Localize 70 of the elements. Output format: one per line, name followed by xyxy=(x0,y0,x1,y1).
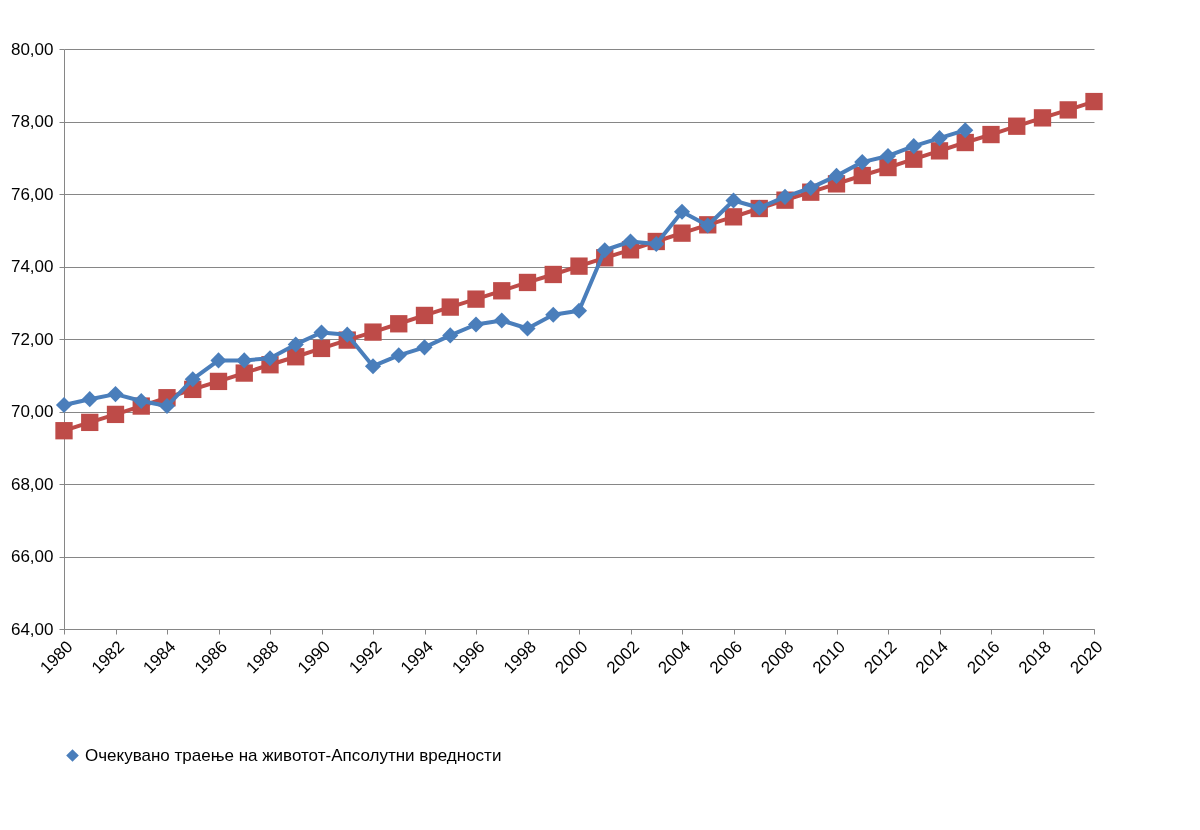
point xyxy=(879,147,897,164)
point xyxy=(287,336,304,353)
point xyxy=(107,386,124,403)
point xyxy=(622,233,639,250)
point xyxy=(467,290,485,308)
point xyxy=(416,339,433,356)
y-tick-label: 70,00 xyxy=(10,402,54,421)
point xyxy=(879,158,897,177)
point xyxy=(209,372,228,391)
point xyxy=(81,413,99,432)
point xyxy=(956,133,974,152)
point xyxy=(390,315,408,333)
y-tick-label: 80,00 xyxy=(10,39,54,59)
point xyxy=(519,320,536,337)
point xyxy=(725,192,742,209)
point xyxy=(133,392,150,410)
point xyxy=(313,324,330,341)
point xyxy=(364,323,382,341)
y-tick-label: 74,00 xyxy=(10,257,54,276)
y-tick-label: 72,00 xyxy=(10,329,54,349)
point xyxy=(184,371,201,388)
y-tick-label: 68,00 xyxy=(10,474,54,494)
point xyxy=(982,125,1000,144)
point xyxy=(55,396,73,414)
point xyxy=(802,179,819,196)
point xyxy=(261,350,279,367)
point xyxy=(854,154,871,171)
point xyxy=(931,130,948,147)
point xyxy=(1085,92,1103,111)
point xyxy=(210,352,227,369)
y-tick-label: 78,00 xyxy=(10,112,54,131)
point xyxy=(312,339,331,358)
legend-label: Очекувано траење на животот-Апсолутни вредности xyxy=(85,745,502,765)
point xyxy=(390,347,407,364)
point xyxy=(518,273,537,292)
point xyxy=(724,208,743,226)
y-tick-label: 64,00 xyxy=(10,619,54,639)
point xyxy=(905,150,923,168)
point xyxy=(236,352,253,369)
point xyxy=(339,326,356,343)
point xyxy=(545,306,562,323)
point xyxy=(235,364,253,382)
point xyxy=(55,422,73,440)
point xyxy=(776,188,794,205)
point xyxy=(493,282,511,300)
point xyxy=(570,257,588,275)
point xyxy=(673,224,691,242)
point xyxy=(442,327,459,344)
point xyxy=(853,166,871,185)
point xyxy=(441,298,459,316)
point xyxy=(957,122,974,139)
point xyxy=(544,265,562,284)
point xyxy=(905,138,922,155)
point xyxy=(1059,101,1077,119)
point xyxy=(930,142,949,160)
point xyxy=(158,398,176,415)
y-tick-label: 76,00 xyxy=(10,184,54,204)
point xyxy=(467,316,485,333)
y-tick-label: 66,00 xyxy=(10,547,54,566)
point xyxy=(828,167,845,184)
point xyxy=(106,405,125,424)
point xyxy=(1033,109,1052,127)
point xyxy=(415,306,434,325)
point xyxy=(673,203,691,220)
point xyxy=(570,302,588,319)
point xyxy=(1008,117,1026,135)
point xyxy=(596,242,613,259)
point xyxy=(364,358,382,375)
point xyxy=(81,391,98,408)
point xyxy=(493,312,510,329)
